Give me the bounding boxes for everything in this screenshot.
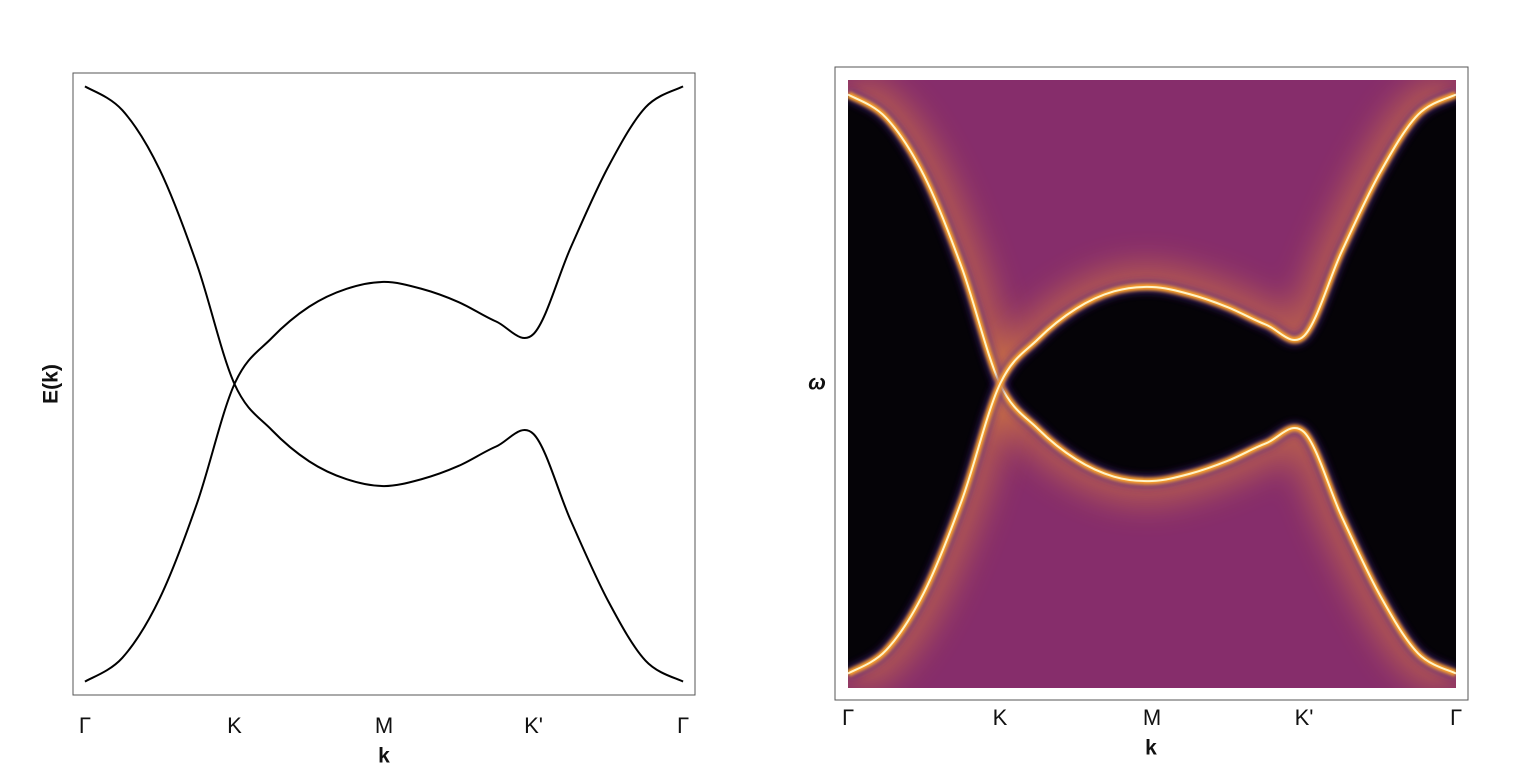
x-axis-label: k xyxy=(1145,737,1157,760)
gap-region xyxy=(848,94,1456,674)
x-tick-label: M xyxy=(375,713,393,738)
band-line xyxy=(848,93,1456,675)
y-axis-label: ω xyxy=(808,372,826,395)
spectral-map xyxy=(848,80,1456,688)
chart-1: Γ K M K' Γk E(k) xyxy=(40,72,696,768)
band-line xyxy=(84,85,684,683)
x-tick-label: M xyxy=(1143,705,1161,730)
x-tick-label: K' xyxy=(524,713,543,738)
x-tick-label: K xyxy=(993,705,1008,730)
x-tick-label: Γ xyxy=(79,713,91,738)
plot-frame xyxy=(72,72,696,696)
x-axis-label: k xyxy=(378,745,390,768)
x-tick-label: Γ xyxy=(677,713,689,738)
y-axis-label: E(k) xyxy=(40,364,63,404)
x-tick-label: K xyxy=(227,713,242,738)
x-tick-label: Γ xyxy=(842,705,854,730)
x-tick-label: Γ xyxy=(1450,705,1462,730)
band-line xyxy=(848,93,1456,675)
x-tick-label: K' xyxy=(1295,705,1314,730)
chart-2: Γ K M K' Γk ω xyxy=(808,66,1469,760)
band-line xyxy=(84,85,684,683)
